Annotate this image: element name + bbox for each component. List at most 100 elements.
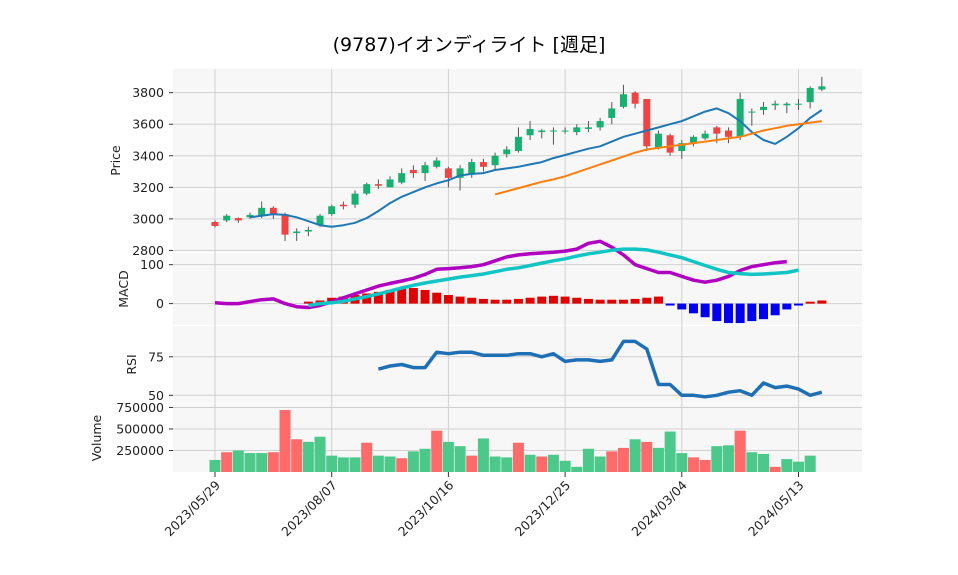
macd-hist-bar [432,292,442,304]
x-tick-label: 2023/05/29 [162,477,224,539]
macd-hist-bar [373,291,383,304]
candle-down [479,162,487,167]
volume-bar [606,451,618,472]
volume-bar [232,450,244,472]
macd-hist-bar [618,299,628,304]
y-axis-label: MACD [116,270,131,307]
volume-bar [337,457,349,472]
macd-hist-bar [537,296,547,304]
macd-hist-bar [805,301,815,304]
candle-up [806,87,814,103]
y-axis-label: Price [108,145,123,176]
macd-hist-bar [408,288,418,304]
candle-up [759,106,767,111]
macd-hist-bar [665,303,675,306]
candle-up [549,130,557,132]
volume-bar [722,445,734,472]
macd-hist-bar [443,295,453,304]
macd-panel [214,239,827,324]
volume-bar [687,457,699,472]
y-tick-label: 3200 [132,180,164,195]
y-tick-label: 3400 [132,148,164,163]
candle-up [456,168,464,178]
candle-up [351,193,359,205]
volume-bar [431,430,443,472]
volume-bar [477,438,489,472]
volume-bar [396,458,408,472]
macd-hist-bar [770,303,780,316]
candle-up [689,136,697,144]
macd-hist-bar [420,289,430,304]
macd-hist-bar [747,303,757,322]
price-panel [211,76,826,241]
volume-bar [267,452,279,472]
x-tick-label: 2023/10/16 [395,477,457,539]
candle-down [724,130,732,137]
rsi-panel [377,339,823,399]
candle-up [468,162,476,175]
volume-bar [757,453,769,472]
volume-bar [244,453,256,472]
macd-hist-bar [630,298,640,304]
volume-bar [641,441,653,472]
macd-hist-bar [688,303,698,314]
macd-hist-bar [782,303,792,310]
candle-up [514,136,522,152]
candle-up [386,179,394,188]
candle-up [316,215,324,226]
candle-up [654,133,662,148]
macd-hist-bar [548,295,558,304]
candle-down [409,169,417,174]
candle-up [258,207,266,216]
macd-hist-bar [513,298,523,304]
macd-hist-bar [560,296,570,304]
ma-short-line [249,107,823,228]
volume-panel [209,410,816,472]
candle-up [818,86,826,90]
macd-hist-bar [794,303,803,306]
candle-up [223,215,231,221]
macd-hist-bar [758,303,768,320]
volume-bar [652,447,664,472]
macd-hist-bar [583,298,593,304]
volume-bar [454,446,466,472]
candle-up [561,130,569,132]
candle-up [701,133,709,139]
y-tick-label: 750000 [116,400,164,415]
volume-bar [372,455,384,472]
rsi-line [377,339,823,399]
volume-bar [524,454,536,472]
macd-hist-bar [712,303,722,322]
volume-bar [489,456,501,472]
candle-down [444,168,452,178]
candle-up [398,173,406,183]
candle-up [771,103,779,106]
candle-down [643,98,651,147]
volume-bar [361,442,373,472]
macd-hist-bar [642,297,652,304]
volume-bar [279,410,291,472]
volume-bar [629,439,641,472]
panel-backgrounds [173,69,862,472]
volume-bar [547,454,559,472]
candle-up [538,130,546,133]
volume-bar [781,459,793,472]
volume-bar [536,456,548,472]
macd-hist-bar [502,299,512,304]
candle-up [526,128,534,136]
y-tick-label: 75 [148,349,164,364]
signal-line [308,247,799,308]
candle-up [363,184,371,194]
ma-long-line [494,120,822,196]
volume-bar [793,461,804,472]
volume-bar [291,439,303,472]
y-tick-label: 3600 [132,117,164,132]
x-tick-label: 2023/12/25 [512,478,574,540]
volume-bar [349,457,361,472]
candle-up [619,94,627,107]
candle-down [713,127,721,134]
macd-hist-bar [607,299,617,304]
y-axis-label: RSI [124,354,139,374]
volume-bar [594,456,606,472]
volume-bar [711,446,723,472]
